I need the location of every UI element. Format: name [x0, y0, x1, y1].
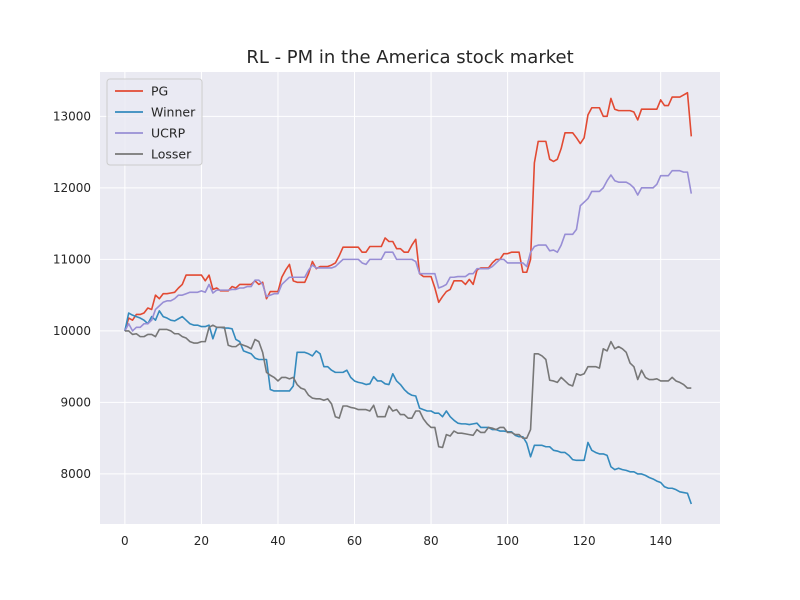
y-axis: 8000 9000 10000 11000 12000 13000 [53, 109, 91, 481]
x-tick-label: 140 [649, 534, 672, 548]
legend-label: Winner [151, 105, 196, 120]
y-tick-label: 10000 [53, 324, 91, 338]
x-tick-label: 80 [423, 534, 438, 548]
chart-title: RL - PM in the America stock market [246, 47, 573, 68]
y-tick-label: 12000 [53, 181, 91, 195]
x-tick-label: 120 [573, 534, 596, 548]
x-tick-label: 100 [496, 534, 519, 548]
y-tick-label: 8000 [60, 467, 91, 481]
x-tick-label: 0 [121, 534, 129, 548]
legend: PG Winner UCRP Losser [106, 78, 203, 166]
y-tick-label: 11000 [53, 252, 91, 266]
legend-label: UCRP [151, 126, 186, 141]
legend-box [106, 78, 203, 166]
plot-area [100, 72, 720, 524]
series-line-ucrp [124, 169, 693, 332]
y-tick-label: 13000 [53, 109, 91, 123]
legend-label: Losser [151, 147, 192, 162]
series-layer [124, 91, 693, 505]
x-axis: 0 20 40 60 80 100 120 140 [121, 534, 672, 548]
y-tick-label: 9000 [60, 395, 91, 409]
series-line-losser [124, 324, 692, 449]
x-tick-label: 60 [347, 534, 362, 548]
x-tick-label: 20 [194, 534, 209, 548]
legend-label: PG [151, 84, 168, 99]
x-tick-label: 40 [270, 534, 285, 548]
